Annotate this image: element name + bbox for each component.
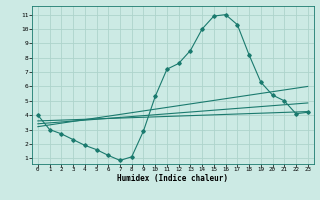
X-axis label: Humidex (Indice chaleur): Humidex (Indice chaleur)	[117, 174, 228, 183]
